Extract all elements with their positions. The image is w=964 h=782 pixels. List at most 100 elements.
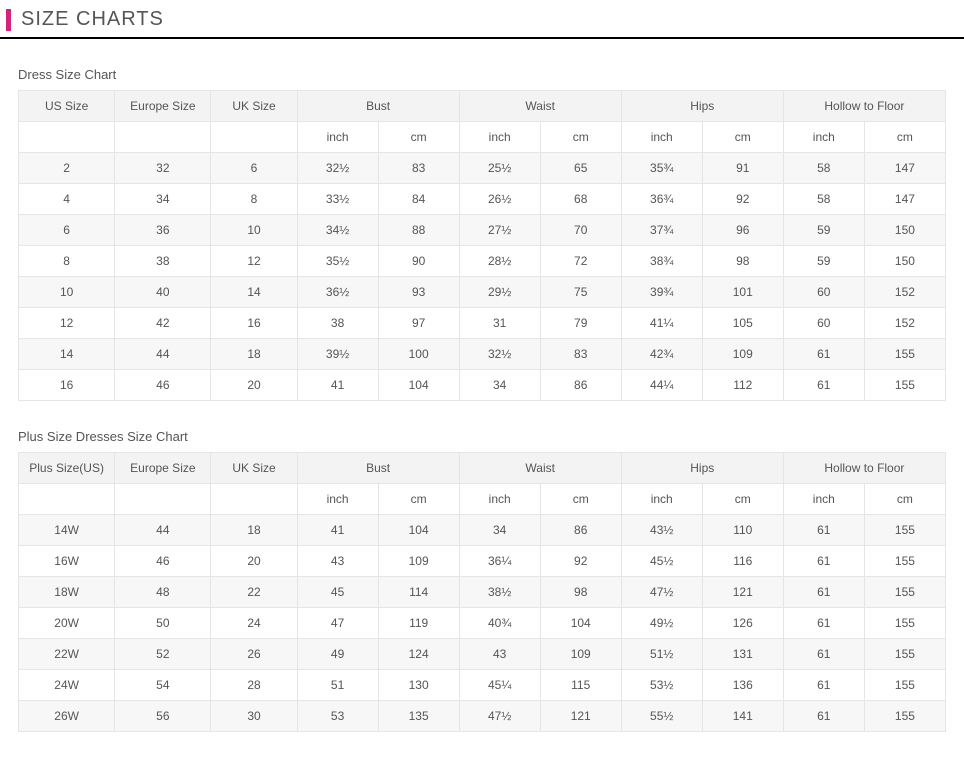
measurement-cell: 109 [540,639,621,670]
unit-subheader: inch [459,122,540,153]
size-table: Plus Size(US)Europe SizeUK SizeBustWaist… [18,452,946,732]
uk-cell: 28 [211,670,297,701]
uk-col-header: UK Size [211,453,297,484]
size-table: US SizeEurope SizeUK SizeBustWaistHipsHo… [18,90,946,401]
measurement-col-header: Waist [459,91,621,122]
measurement-cell: 34 [459,515,540,546]
measurement-cell: 147 [864,184,945,215]
blank-subheader [211,484,297,515]
measurement-cell: 38¾ [621,246,702,277]
measurement-cell: 61 [783,515,864,546]
unit-subheader: inch [783,122,864,153]
measurement-cell: 155 [864,370,945,401]
measurement-cell: 31 [459,308,540,339]
uk-cell: 8 [211,184,297,215]
measurement-cell: 47½ [459,701,540,732]
measurement-cell: 109 [378,546,459,577]
measurement-cell: 124 [378,639,459,670]
uk-cell: 24 [211,608,297,639]
table-row: 434833½8426½6836¾9258147 [19,184,946,215]
header-accent-bar [6,9,11,31]
measurement-col-header: Bust [297,91,459,122]
europe-cell: 50 [115,608,211,639]
blank-subheader [19,122,115,153]
measurement-cell: 152 [864,308,945,339]
measurement-cell: 72 [540,246,621,277]
measurement-cell: 70 [540,215,621,246]
table-row: 16W46204310936¼9245½11661155 [19,546,946,577]
europe-cell: 52 [115,639,211,670]
europe-cell: 34 [115,184,211,215]
uk-cell: 22 [211,577,297,608]
unit-subheader: inch [459,484,540,515]
unit-subheader: inch [621,484,702,515]
measurement-col-header: Hips [621,453,783,484]
measurement-cell: 65 [540,153,621,184]
measurement-cell: 49 [297,639,378,670]
measurement-cell: 47 [297,608,378,639]
measurement-cell: 101 [702,277,783,308]
measurement-cell: 34 [459,370,540,401]
uk-col-header: UK Size [211,91,297,122]
europe-col-header: Europe Size [115,453,211,484]
measurement-cell: 126 [702,608,783,639]
measurement-cell: 110 [702,515,783,546]
europe-cell: 40 [115,277,211,308]
table-row: 22W5226491244310951½13161155 [19,639,946,670]
size-cell: 6 [19,215,115,246]
measurement-cell: 155 [864,577,945,608]
uk-cell: 20 [211,370,297,401]
measurement-cell: 37¾ [621,215,702,246]
table-row: 6361034½8827½7037¾9659150 [19,215,946,246]
measurement-cell: 98 [540,577,621,608]
size-cell: 26W [19,701,115,732]
table-row: 14W441841104348643½11061155 [19,515,946,546]
unit-subheader: cm [702,484,783,515]
measurement-cell: 96 [702,215,783,246]
table-row: 26W56305313547½12155½14161155 [19,701,946,732]
measurement-cell: 60 [783,277,864,308]
blank-subheader [19,484,115,515]
size-cell: 2 [19,153,115,184]
uk-cell: 26 [211,639,297,670]
unit-subheader: inch [783,484,864,515]
measurement-cell: 121 [540,701,621,732]
measurement-cell: 83 [540,339,621,370]
measurement-cell: 121 [702,577,783,608]
size-table-section: Plus Size Dresses Size Chart Plus Size(US… [0,429,964,760]
measurement-cell: 42¾ [621,339,702,370]
size-cell: 14 [19,339,115,370]
measurement-cell: 104 [540,608,621,639]
uk-cell: 18 [211,515,297,546]
measurement-cell: 43½ [621,515,702,546]
europe-col-header: Europe Size [115,91,211,122]
measurement-cell: 131 [702,639,783,670]
measurement-cell: 49½ [621,608,702,639]
unit-subheader: cm [702,122,783,153]
unit-subheader: cm [540,484,621,515]
section-title: Plus Size Dresses Size Chart [18,429,946,444]
table-row: 18W48224511438½9847½12161155 [19,577,946,608]
measurement-cell: 53 [297,701,378,732]
size-cell: 12 [19,308,115,339]
measurement-cell: 60 [783,308,864,339]
unit-subheader: inch [297,122,378,153]
size-cell: 4 [19,184,115,215]
measurement-cell: 150 [864,246,945,277]
uk-cell: 16 [211,308,297,339]
measurement-cell: 84 [378,184,459,215]
measurement-cell: 40¾ [459,608,540,639]
measurement-cell: 36¼ [459,546,540,577]
measurement-cell: 29½ [459,277,540,308]
measurement-col-header: Waist [459,453,621,484]
measurement-cell: 83 [378,153,459,184]
measurement-cell: 130 [378,670,459,701]
unit-subheader: cm [864,122,945,153]
measurement-cell: 97 [378,308,459,339]
measurement-col-header: Hips [621,91,783,122]
unit-subheader: cm [864,484,945,515]
measurement-cell: 58 [783,153,864,184]
table-row: 24W54285113045¼11553½13661155 [19,670,946,701]
measurement-cell: 47½ [621,577,702,608]
measurement-cell: 39¾ [621,277,702,308]
